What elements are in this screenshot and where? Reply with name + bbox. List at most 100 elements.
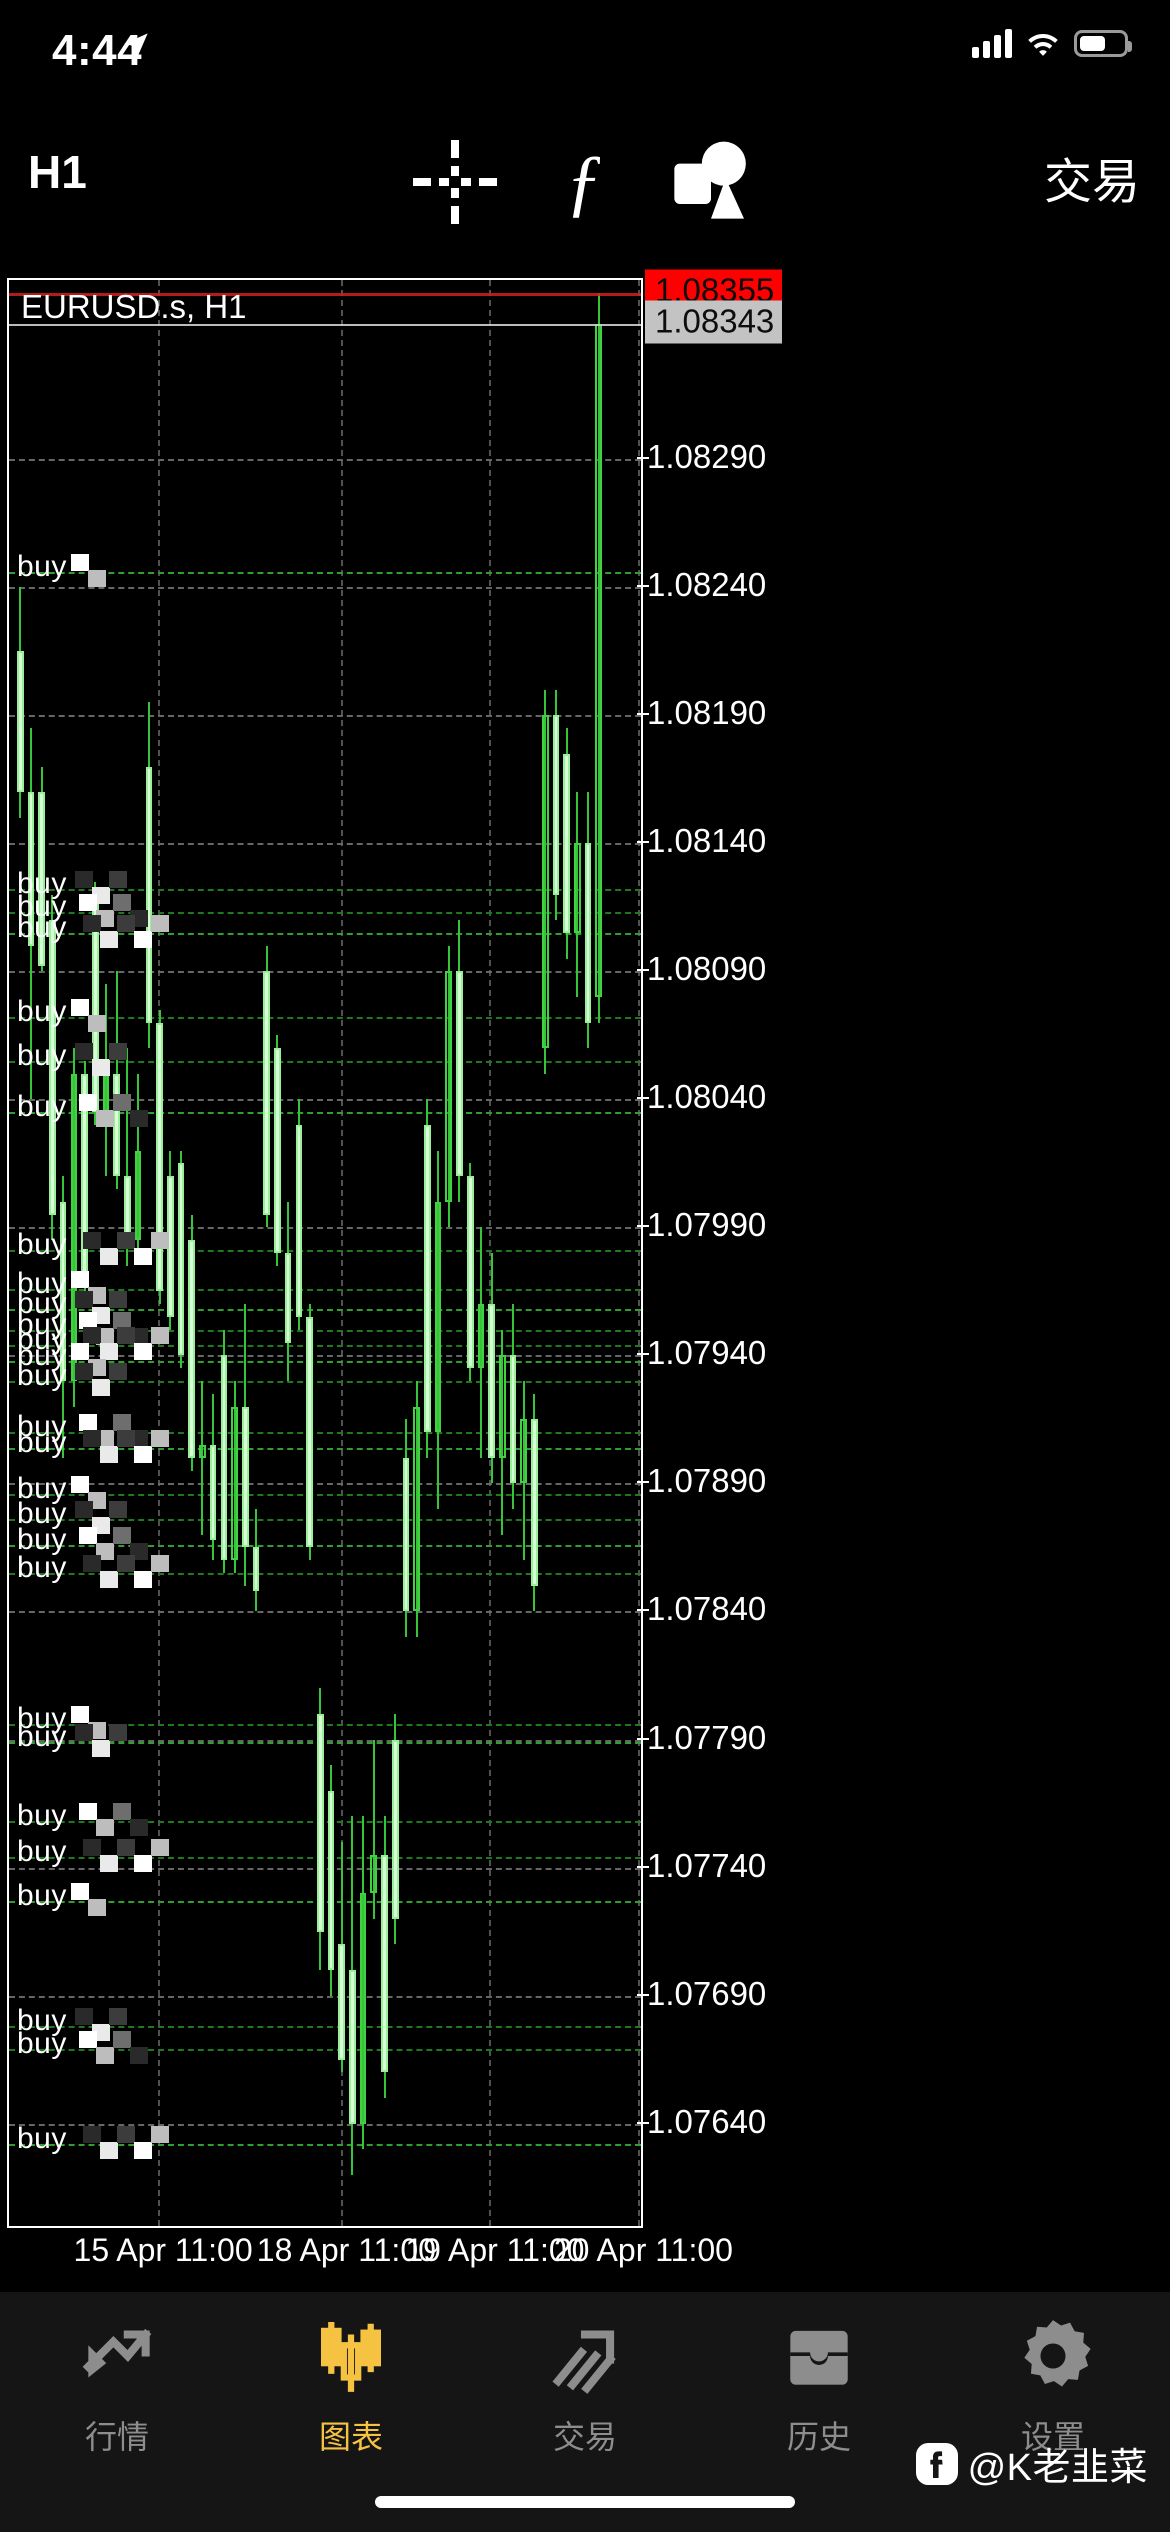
candlestick: [113, 280, 121, 2226]
candlestick: [166, 280, 174, 2226]
timeframe-button[interactable]: H1: [28, 146, 87, 198]
objects-icon[interactable]: [667, 138, 755, 226]
chart-container[interactable]: buy buy buy buy buy buy buy buy buy buy buy buy buy b…: [7, 269, 1163, 2246]
history-box-icon: [702, 2310, 936, 2402]
candlestick: [434, 280, 442, 2226]
gridline-horizontal: [9, 715, 641, 718]
order-label-buy: buy: [17, 1425, 67, 1459]
order-label-buy: buy: [17, 1307, 67, 1341]
candlestick: [531, 280, 538, 2226]
order-label-buy: buy: [17, 890, 67, 924]
order-line-buy: [9, 889, 641, 892]
candlestick: [499, 280, 506, 2226]
gridline-horizontal: [9, 1867, 641, 1870]
bid-price-badge: 1.08343: [645, 300, 783, 344]
price-tick-label: 1.08190: [636, 694, 767, 732]
candlestick: [370, 280, 378, 2226]
candlestick: [466, 280, 474, 2226]
gear-icon: [936, 2310, 1170, 2402]
tab-history[interactable]: 历史: [702, 2310, 936, 2458]
tab-charts[interactable]: 图表: [234, 2310, 468, 2458]
time-axis: 15 Apr 11:00 18 Apr 11:00 19 Apr 11:00 20 A…: [7, 2232, 1170, 2292]
tab-label-quotes: 行情: [84, 2419, 149, 2455]
candlestick: [584, 280, 592, 2226]
chart-plot: buy buy buy buy buy buy buy buy buy buy buy buy buy b…: [9, 280, 641, 2226]
candlestick: [134, 280, 142, 2226]
candlestick: [220, 280, 228, 2226]
order-line-buy: [9, 571, 641, 574]
price-tick-label: 1.07640: [636, 2102, 767, 2140]
trade-button[interactable]: 交易: [1043, 156, 1140, 209]
order-label-buy: buy: [17, 1471, 67, 1505]
candlestick: [241, 280, 249, 2226]
candlestick: [477, 280, 485, 2226]
order-label-buy: buy: [17, 1266, 67, 1300]
order-label-buy: buy: [17, 1878, 67, 1912]
order-line-buy: [9, 1017, 641, 1020]
order-line-buy: [9, 1329, 641, 1332]
candlestick: [295, 280, 303, 2226]
order-label-buy: buy: [17, 549, 67, 583]
tab-label-history: 历史: [786, 2419, 851, 2455]
candlestick: [27, 280, 35, 2226]
time-tick-label: 20 Apr 11:00: [553, 2232, 733, 2268]
bid-price-line: [9, 323, 641, 326]
candlestick: [231, 280, 238, 2226]
chart-toolbar: H1 ƒ 交易: [0, 100, 1170, 265]
tab-settings[interactable]: 设置: [936, 2310, 1170, 2458]
candlestick: [402, 280, 410, 2226]
candlestick: [284, 280, 292, 2226]
watermark: @K老韭菜: [915, 2436, 1148, 2491]
gridline-vertical: [340, 280, 343, 2226]
order-line-buy: [9, 1900, 641, 1903]
bottom-tab-bar[interactable]: 行情 图表 交易: [0, 2292, 1170, 2532]
candlestick: [81, 280, 88, 2226]
watermark-handle: @K老韭菜: [967, 2447, 1148, 2489]
candlestick: [391, 280, 399, 2226]
order-line-buy: [9, 1432, 641, 1435]
order-label-buy: buy: [17, 1497, 67, 1531]
candlestick: [188, 280, 196, 2226]
crosshair-icon[interactable]: [411, 138, 499, 226]
candlestick: [306, 280, 313, 2226]
candlestick: [456, 280, 463, 2226]
candlestick: [274, 280, 281, 2226]
gridline-horizontal: [9, 1611, 641, 1614]
tab-quotes[interactable]: 行情: [0, 2310, 234, 2458]
time-tick-label: 19 Apr 11:00: [405, 2232, 585, 2268]
candlestick: [252, 280, 260, 2226]
order-label-buy: buy: [17, 1287, 67, 1321]
gridline-horizontal: [9, 1739, 641, 1742]
order-label-buy: buy: [17, 910, 67, 944]
candlestick: [156, 280, 163, 2226]
order-line-buy: [9, 1288, 641, 1291]
order-line-buy: [9, 1250, 641, 1253]
candlestick: [338, 280, 345, 2226]
price-tick-label: 1.08290: [636, 438, 767, 476]
candlestick: [413, 280, 420, 2226]
price-tick-label: 1.07840: [636, 1590, 767, 1628]
home-indicator: [375, 2496, 795, 2508]
order-label-buy: buy: [17, 867, 67, 901]
order-line-buy: [9, 1060, 641, 1063]
gridline-horizontal: [9, 1099, 641, 1102]
price-scale[interactable]: 1.08355 1.08343 1.08290 1.08240 1.08190 1.0…: [636, 269, 1163, 2228]
order-label-buy: buy: [17, 1323, 67, 1357]
candlestick: [381, 280, 388, 2226]
battery-icon: [1074, 29, 1132, 57]
candlestick: [263, 280, 270, 2226]
gridline-horizontal: [9, 971, 641, 974]
price-tick-label: 1.07740: [636, 1846, 767, 1884]
price-tick-label: 1.08090: [636, 950, 767, 988]
chart-frame[interactable]: buy buy buy buy buy buy buy buy buy buy buy buy buy b…: [7, 278, 643, 2228]
order-line-buy: [9, 1309, 641, 1312]
status-time: 4:44: [52, 26, 143, 75]
wifi-icon: [1028, 34, 1058, 56]
tab-trade[interactable]: 交易: [468, 2310, 702, 2458]
order-label-buy: buy: [17, 2027, 67, 2061]
order-label-buy: buy: [17, 1410, 67, 1444]
order-line-buy: [9, 1519, 641, 1522]
time-tick-label: 15 Apr 11:00: [73, 2232, 253, 2268]
function-f-icon[interactable]: ƒ: [565, 140, 603, 224]
facebook-icon: [915, 2442, 958, 2485]
